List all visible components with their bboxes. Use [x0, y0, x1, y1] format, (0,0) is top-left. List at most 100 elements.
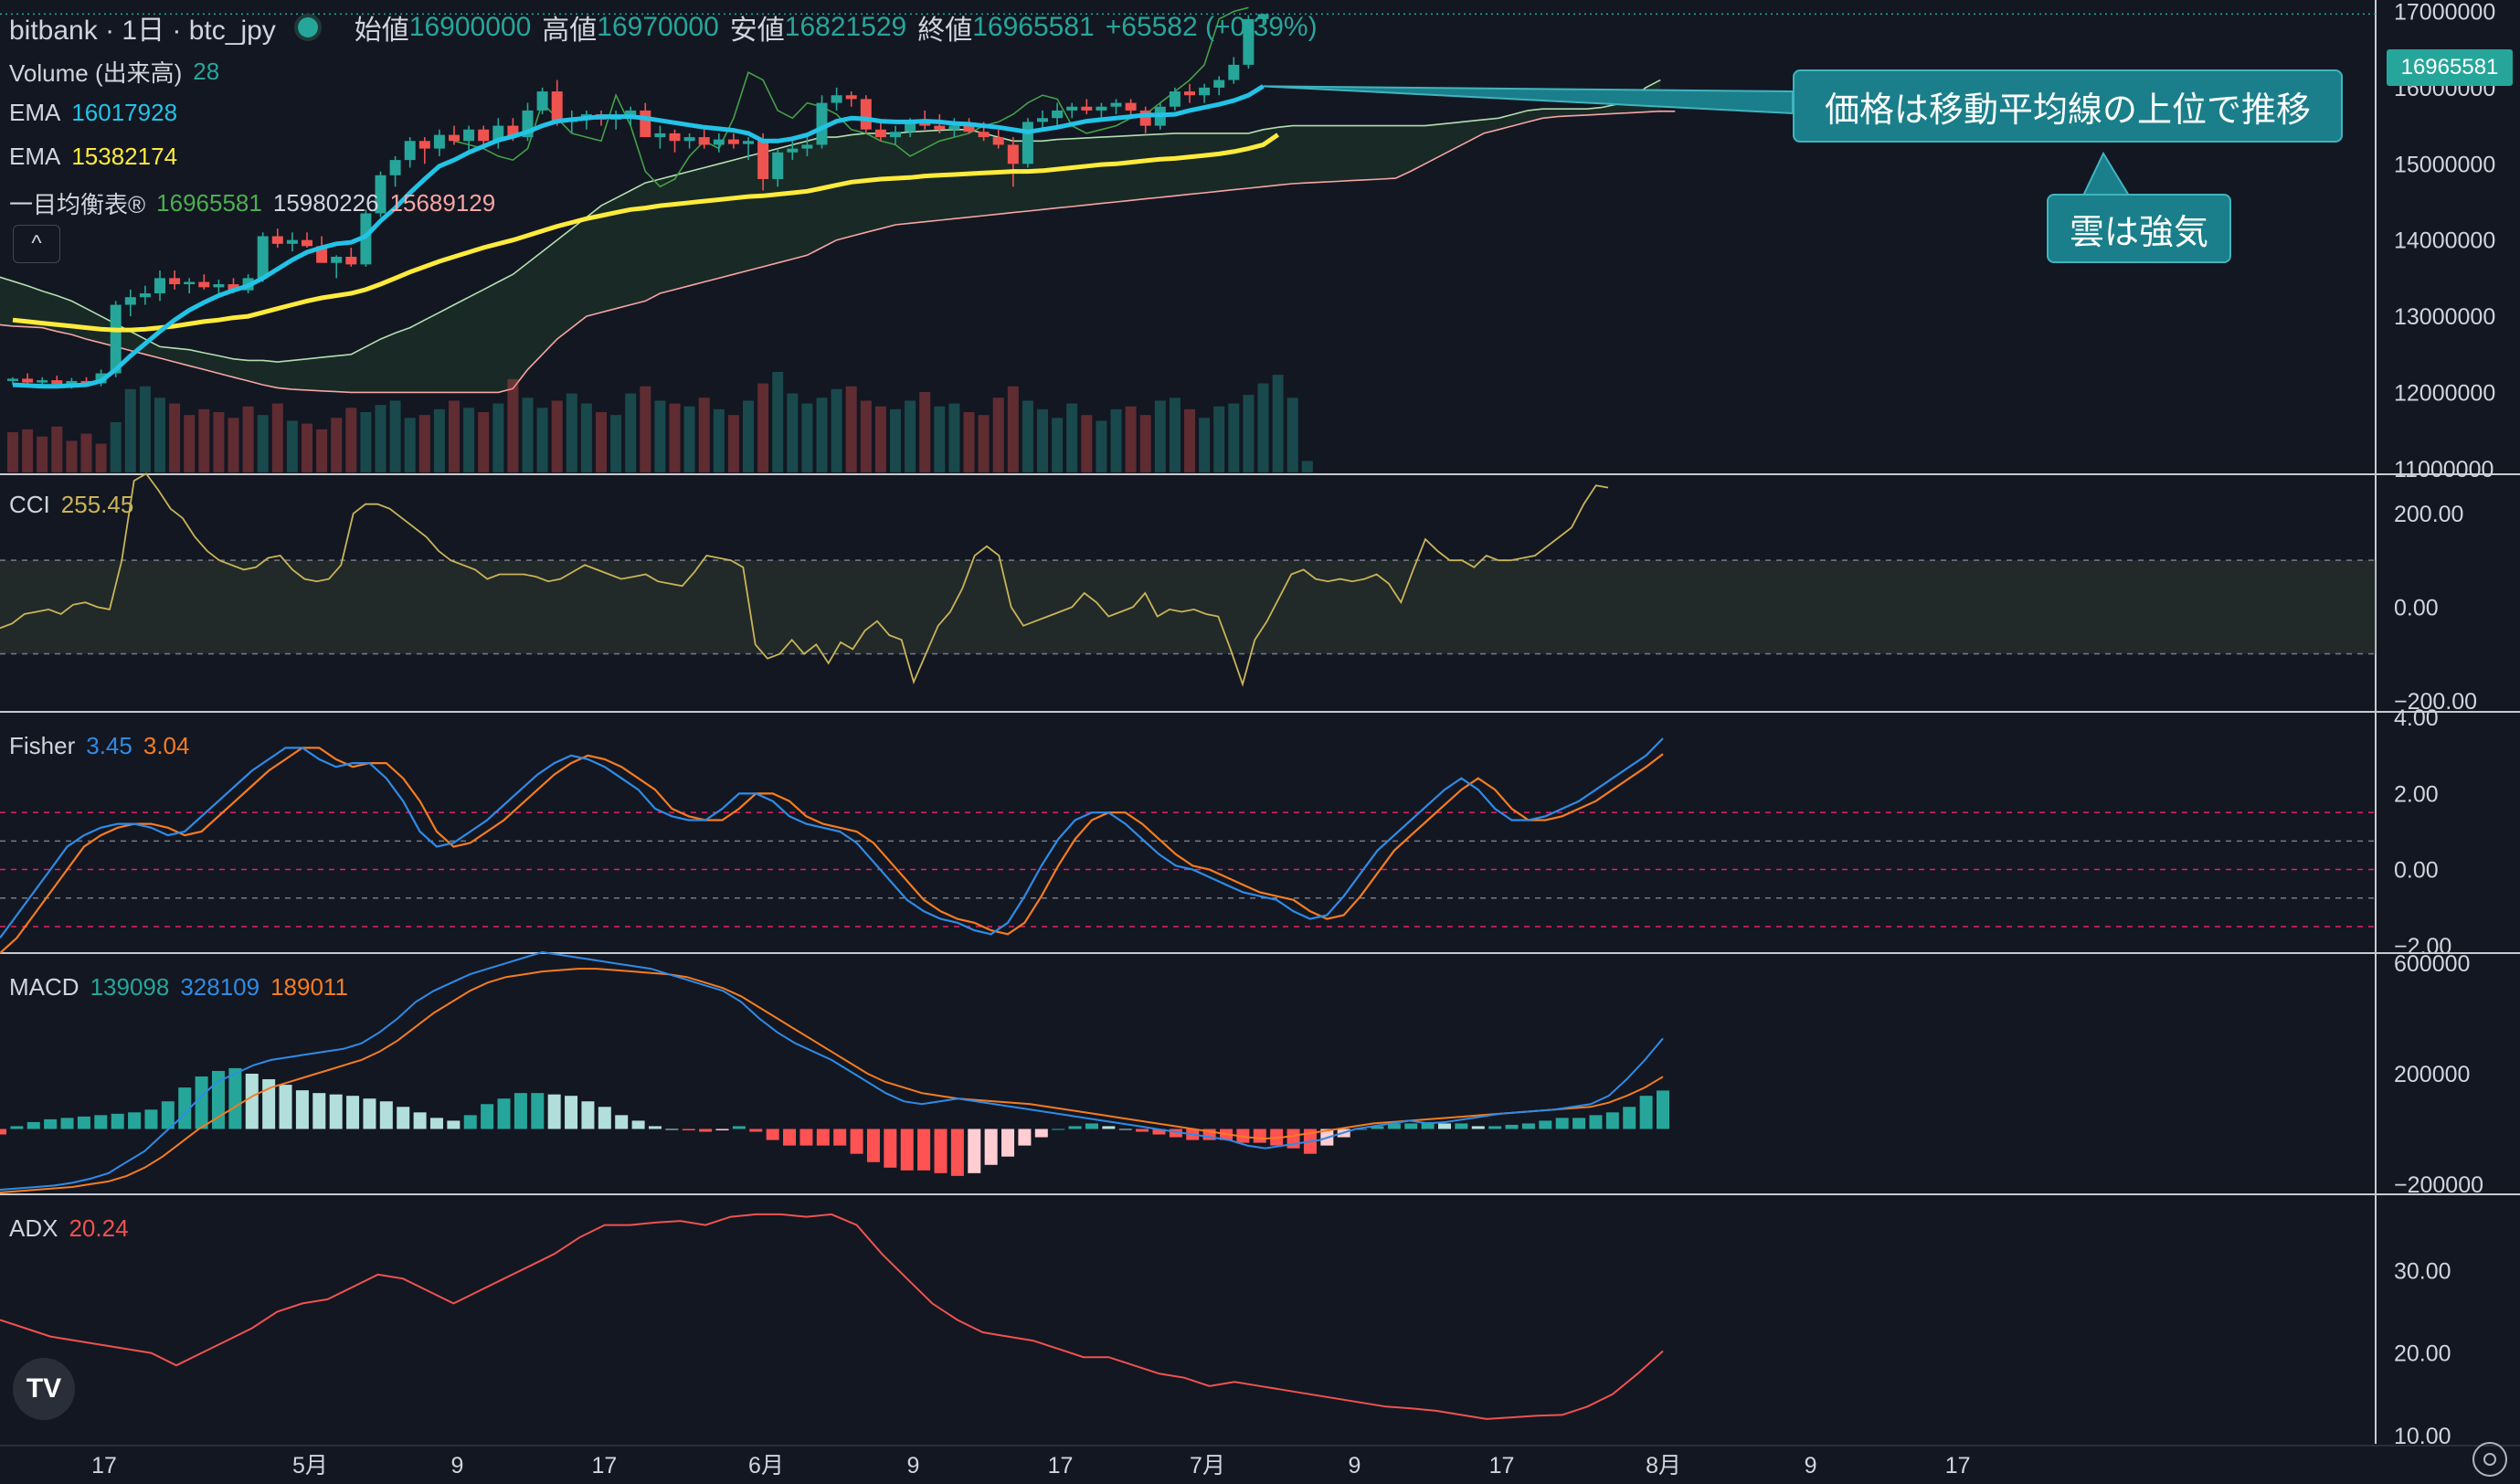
- ichimoku-cloud-segment: [1468, 119, 1484, 142]
- macd-histogram-value: 139098: [90, 973, 170, 1001]
- macd-histogram-bar: [1136, 1129, 1149, 1132]
- macd-legend[interactable]: MACD 139098 328109 189011: [9, 973, 348, 1002]
- macd-histogram-bar: [783, 1129, 797, 1146]
- volume-bar: [492, 403, 504, 472]
- fisher-axis-label: 0.00: [2394, 858, 2439, 884]
- volume-bar: [418, 415, 430, 472]
- last-price-tag: 16965581: [2387, 49, 2513, 86]
- ichimoku-cloud-segment: [660, 175, 675, 294]
- macd-histogram-bar: [1572, 1118, 1586, 1129]
- macd-histogram-bar: [1488, 1126, 1502, 1129]
- ichimoku-cloud-segment: [395, 327, 410, 393]
- macd-histogram-bar: [363, 1098, 376, 1129]
- candle-body: [418, 141, 430, 149]
- time-axis-label: 9: [1805, 1453, 1817, 1479]
- macd-histogram-bar: [161, 1101, 175, 1129]
- ichimoku-cloud-segment: [409, 320, 425, 393]
- candle-body: [154, 278, 165, 294]
- ema-fast-legend[interactable]: EMA 16017928: [9, 99, 177, 127]
- candle-body: [669, 132, 681, 142]
- cloud-callout[interactable]: 雲は強気: [2047, 194, 2231, 263]
- volume-bar: [433, 408, 445, 472]
- volume-bar: [286, 420, 298, 472]
- candle-body: [1243, 18, 1255, 65]
- candle-body: [37, 380, 48, 383]
- ichimoku-cloud-segment: [1513, 110, 1529, 126]
- ichimoku-legend[interactable]: 一目均衡表® 16965581 15980226 15689129: [9, 186, 495, 220]
- macd-histogram-bar: [531, 1093, 545, 1129]
- ichimoku-cloud-segment: [1381, 125, 1396, 179]
- ichimoku-cloud-segment: [175, 348, 190, 366]
- volume-bar: [1286, 398, 1298, 472]
- macd-histogram-bar: [1471, 1126, 1485, 1129]
- candle-body: [1199, 87, 1211, 96]
- time-axis-label: 17: [1489, 1453, 1515, 1479]
- candle-body: [389, 160, 401, 175]
- volume-bar: [37, 436, 48, 472]
- ema-slow-line: [12, 132, 1280, 333]
- ichimoku-lead-b-line: [0, 110, 1676, 394]
- candle-body: [743, 141, 754, 144]
- volume-bar: [757, 383, 769, 472]
- gear-icon[interactable]: [2472, 1442, 2507, 1477]
- ema-fast-value: 16017928: [71, 99, 178, 126]
- macd-histogram-bar: [1102, 1126, 1116, 1129]
- volume-bar: [566, 393, 577, 472]
- ichimoku-cloud-segment: [556, 228, 572, 340]
- volume-bar: [507, 378, 519, 472]
- ichimoku-cloud-segment: [1145, 133, 1160, 199]
- candle-body: [948, 125, 960, 130]
- ichimoku-cloud-segment: [542, 239, 557, 355]
- macd-histogram-bar: [547, 1094, 561, 1129]
- ichimoku-cloud-segment: [1234, 132, 1249, 190]
- cci-legend[interactable]: CCI 255.45: [9, 491, 133, 519]
- candle-body: [449, 134, 460, 142]
- macd-histogram-bar: [565, 1096, 578, 1129]
- ema-slow-legend[interactable]: EMA 15382174: [9, 143, 177, 171]
- macd-histogram-bar: [463, 1115, 477, 1129]
- volume-bar: [449, 400, 460, 472]
- fisher-trigger-line: [0, 747, 1664, 954]
- ichimoku-cloud-segment: [454, 297, 470, 393]
- ichimoku-label: 一目均衡表®: [9, 191, 146, 218]
- volume-bar: [1184, 408, 1195, 472]
- volume-bar: [625, 393, 637, 472]
- volume-bar: [596, 412, 607, 472]
- macd-histogram-bar: [615, 1115, 629, 1129]
- macd-histogram-bar: [1169, 1129, 1182, 1138]
- volume-bar: [257, 415, 269, 472]
- macd-histogram-bar: [1438, 1123, 1452, 1129]
- symbol-title[interactable]: bitbank · 1日 · btc_jpy: [9, 16, 276, 46]
- volume-bar: [551, 400, 563, 472]
- macd-histogram-bar: [1421, 1121, 1435, 1129]
- ichimoku-cloud-segment: [748, 152, 764, 271]
- ichimoku-cloud-segment: [527, 251, 543, 370]
- fisher-legend[interactable]: Fisher 3.45 3.04: [9, 732, 189, 760]
- price-callout[interactable]: 価格は移動平均線の上位で推移: [1793, 69, 2343, 143]
- volume-bar: [1169, 398, 1181, 472]
- candle-body: [1110, 102, 1122, 107]
- macd-histogram-bar: [884, 1129, 897, 1168]
- macd-histogram-bar: [749, 1129, 763, 1132]
- ichimoku-cloud-segment: [336, 354, 352, 393]
- collapse-legend-button[interactable]: ^: [13, 225, 60, 263]
- macd-histogram-bar: [598, 1107, 611, 1129]
- ichimoku-cloud-segment: [498, 274, 514, 393]
- macd-histogram-bar: [1085, 1123, 1098, 1129]
- macd-histogram-bar: [128, 1112, 142, 1129]
- volume-bar: [948, 403, 960, 472]
- adx-legend[interactable]: ADX 20.24: [9, 1214, 129, 1243]
- macd-histogram-bar: [1387, 1123, 1401, 1129]
- macd-histogram-bar: [900, 1129, 914, 1171]
- tradingview-logo-icon[interactable]: TV: [13, 1358, 75, 1420]
- chevron-up-icon: ^: [31, 231, 42, 256]
- candle-body: [845, 95, 857, 100]
- volume-legend[interactable]: Volume (出来高) 28: [9, 55, 219, 89]
- volume-bar: [169, 403, 181, 472]
- volume-bar: [80, 433, 92, 472]
- macd-axis-label: −200000: [2394, 1172, 2483, 1198]
- candle-body: [874, 129, 886, 138]
- ichimoku-cloud-segment: [1057, 138, 1073, 208]
- volume-bar: [389, 400, 401, 472]
